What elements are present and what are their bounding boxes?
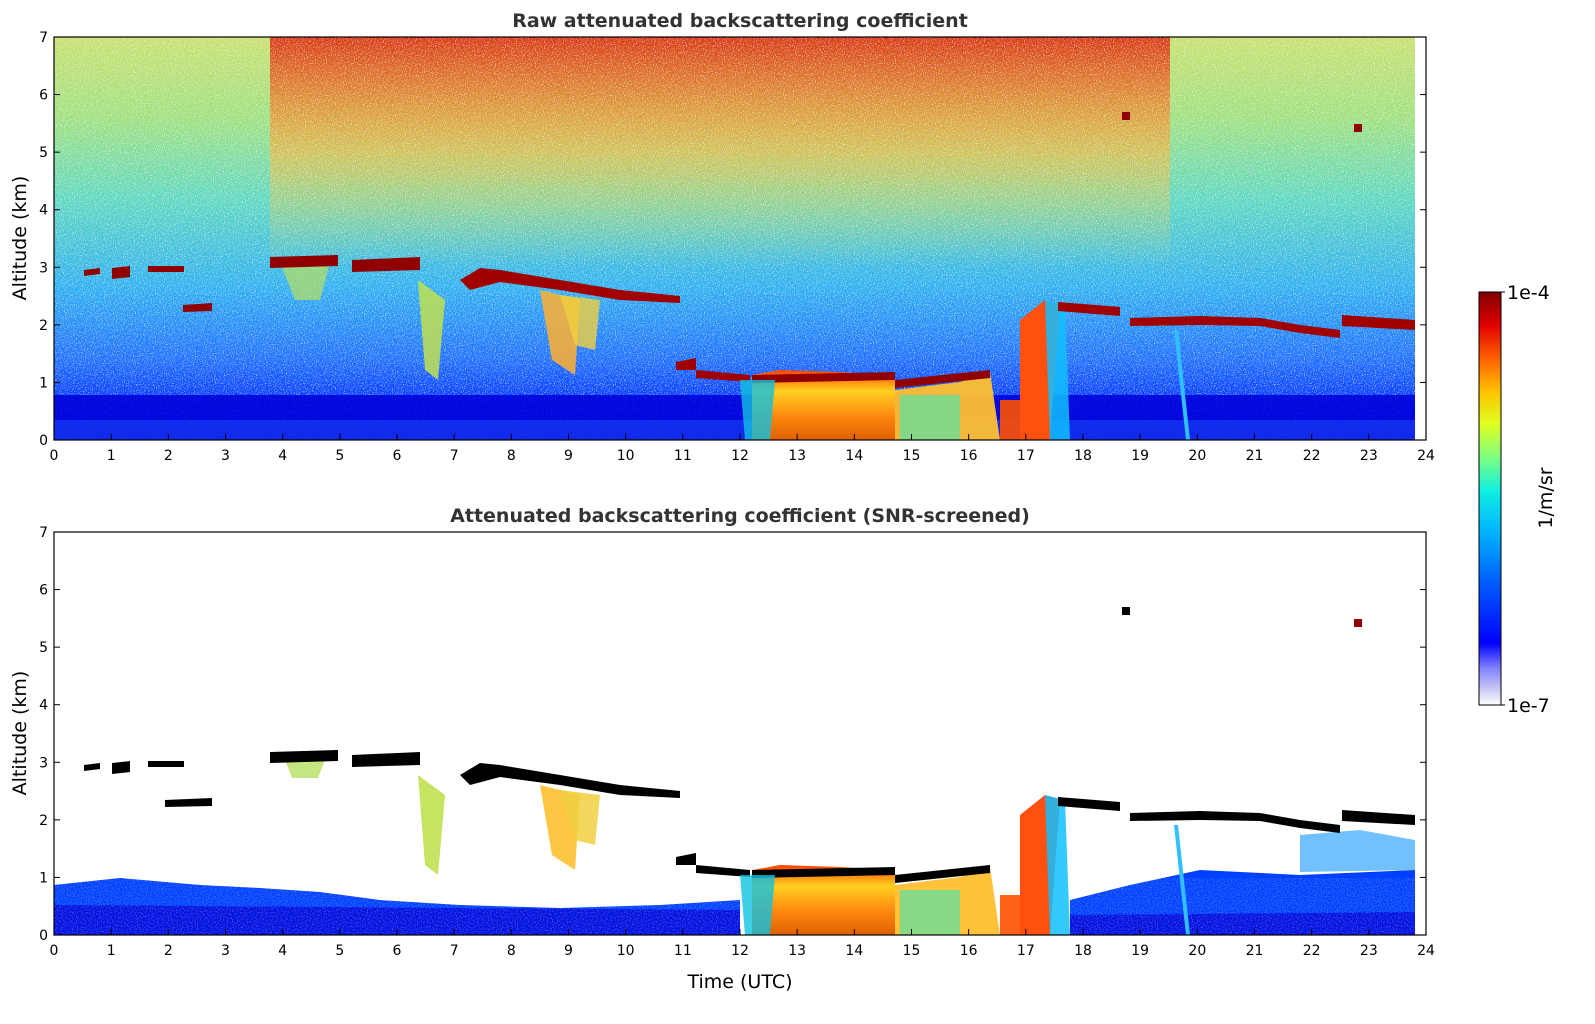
snr-x-tick-label: 23: [1360, 943, 1378, 959]
snr-x-tick-label: 4: [278, 943, 287, 959]
raw-y-tick-label: 2: [39, 318, 48, 334]
snr-x-tick-label: 6: [393, 943, 402, 959]
raw-x-tick-label: 8: [507, 448, 516, 464]
snr-x-tick-label: 12: [731, 943, 749, 959]
raw-x-tick-label: 6: [393, 448, 402, 464]
raw-x-tick-label: 3: [221, 448, 230, 464]
raw-y-axis: 0 1 2 3 4 5 6 7: [39, 30, 1426, 449]
snr-x-tick-label: 2: [164, 943, 173, 959]
snr-x-tick-label: 21: [1246, 943, 1264, 959]
snr-panel-title: Attenuated backscattering coefficient (S…: [450, 505, 1030, 527]
snr-x-tick-label: 14: [845, 943, 863, 959]
raw-x-tick-label: 17: [1017, 448, 1035, 464]
snr-y-axis: 0 1 2 3 4 5 6 7: [39, 525, 1426, 944]
x-axis-label: Time (UTC): [686, 971, 792, 993]
colorbar-max-label: 1e-4: [1507, 282, 1550, 304]
raw-x-tick-label: 10: [617, 448, 635, 464]
raw-x-tick-label: 21: [1246, 448, 1264, 464]
raw-x-tick-label: 2: [164, 448, 173, 464]
snr-screened-panel: Attenuated backscattering coefficient (S…: [9, 505, 1435, 993]
raw-x-tick-label: 20: [1188, 448, 1206, 464]
snr-x-tick-label: 7: [450, 943, 459, 959]
colorbar-gradient: [1478, 291, 1502, 706]
snr-x-tick-label: 0: [50, 943, 59, 959]
raw-x-tick-label: 12: [731, 448, 749, 464]
raw-right-cloud: [1058, 112, 1415, 440]
raw-x-tick-label: 11: [674, 448, 692, 464]
snr-y-tick-label: 5: [39, 640, 48, 656]
raw-y-tick-label: 4: [39, 203, 48, 219]
raw-y-tick-label: 0: [39, 433, 48, 449]
raw-x-tick-label: 9: [564, 448, 573, 464]
raw-x-tick-label: 22: [1303, 448, 1321, 464]
snr-x-tick-label: 24: [1417, 943, 1435, 959]
snr-y-axis-label: Altitude (km): [9, 671, 31, 796]
raw-y-tick-label: 6: [39, 88, 48, 104]
snr-x-tick-label: 8: [507, 943, 516, 959]
snr-x-tick-label: 15: [903, 943, 921, 959]
snr-x-tick-label: 1: [107, 943, 116, 959]
snr-x-axis: 0 1 2 3 4 5 6 7 8 9 10 11 12 13 14 15 16 17 18 19 20 21 22 23 24: [50, 929, 1435, 959]
snr-y-tick-label: 0: [39, 928, 48, 944]
raw-x-tick-label: 23: [1360, 448, 1378, 464]
raw-x-axis: 0 1 2 3 4 5 6 7 8 9 10 11 12 13 14 15 16 17 18 19 20 21 22 23 24: [50, 434, 1435, 464]
snr-x-tick-label: 3: [221, 943, 230, 959]
raw-x-tick-label: 14: [845, 448, 863, 464]
snr-x-tick-label: 22: [1303, 943, 1321, 959]
raw-y-tick-label: 1: [39, 375, 48, 391]
snr-x-tick-label: 17: [1017, 943, 1035, 959]
raw-x-tick-label: 4: [278, 448, 287, 464]
snr-low-cloud: [740, 795, 1070, 935]
snr-x-tick-label: 5: [335, 943, 344, 959]
raw-backscatter-panel: Raw attenuated backscattering coefficien…: [9, 10, 1435, 464]
snr-x-tick-label: 16: [960, 943, 978, 959]
raw-x-tick-label: 5: [335, 448, 344, 464]
raw-low-cloud: [740, 300, 1070, 440]
snr-cloud-layers: [84, 750, 750, 877]
raw-x-tick-label: 7: [450, 448, 459, 464]
snr-y-tick-label: 3: [39, 755, 48, 771]
snr-y-tick-label: 6: [39, 583, 48, 599]
snr-x-tick-label: 13: [788, 943, 806, 959]
raw-x-tick-label: 13: [788, 448, 806, 464]
raw-x-tick-label: 19: [1131, 448, 1149, 464]
snr-y-tick-label: 2: [39, 813, 48, 829]
snr-x-tick-label: 10: [617, 943, 635, 959]
raw-x-tick-label: 16: [960, 448, 978, 464]
raw-y-tick-label: 7: [39, 30, 48, 46]
raw-cloud-layers: [84, 255, 750, 382]
snr-x-tick-label: 11: [674, 943, 692, 959]
snr-x-tick-label: 19: [1131, 943, 1149, 959]
snr-x-tick-label: 18: [1074, 943, 1092, 959]
raw-y-tick-label: 5: [39, 145, 48, 161]
colorbar-unit-label: 1/m/sr: [1535, 467, 1557, 528]
snr-x-tick-label: 20: [1188, 943, 1206, 959]
raw-panel-title: Raw attenuated backscattering coefficien…: [512, 10, 968, 32]
snr-y-tick-label: 1: [39, 870, 48, 886]
raw-x-tick-label: 15: [903, 448, 921, 464]
raw-y-tick-label: 3: [39, 260, 48, 276]
raw-heatmap: [54, 37, 1415, 440]
raw-x-tick-label: 0: [50, 448, 59, 464]
raw-x-tick-label: 1: [107, 448, 116, 464]
snr-x-tick-label: 9: [564, 943, 573, 959]
raw-x-tick-label: 24: [1417, 448, 1435, 464]
snr-y-tick-label: 4: [39, 698, 48, 714]
colorbar-min-label: 1e-7: [1507, 695, 1550, 717]
snr-right-cloud: [1058, 607, 1415, 935]
raw-x-tick-label: 18: [1074, 448, 1092, 464]
colorbar: 1e-4 1e-7 1/m/sr: [1478, 282, 1557, 717]
snr-y-tick-label: 7: [39, 525, 48, 541]
raw-y-axis-label: Altitude (km): [9, 176, 31, 301]
snr-heatmap: [54, 607, 1415, 935]
